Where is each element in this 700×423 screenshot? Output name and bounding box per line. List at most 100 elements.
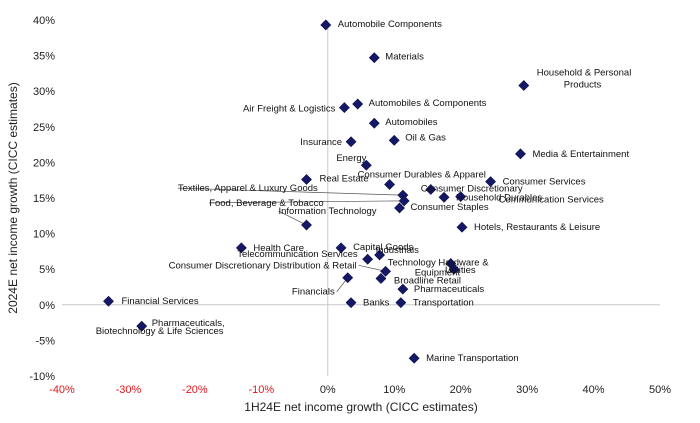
point-label: Media & Entertainment <box>532 149 629 160</box>
y-tick-label: 10% <box>33 229 55 241</box>
data-point <box>103 295 114 307</box>
y-tick-label: 40% <box>33 15 55 27</box>
x-axis-title: 1H24E net income growth (CICC estimates) <box>244 400 477 414</box>
data-point <box>455 191 467 203</box>
data-points <box>103 19 530 364</box>
point-label-line: Household & Personal <box>537 68 632 79</box>
point-label: Broadline Retail <box>394 275 461 286</box>
point-label: Financial Services <box>122 296 199 307</box>
x-tick-label: 10% <box>383 384 405 396</box>
data-point <box>342 272 354 284</box>
x-tick-label: -30% <box>116 384 142 396</box>
point-label-line: Pharmaceuticals, <box>152 318 225 329</box>
x-tick-label: -40% <box>49 384 75 396</box>
point-label: Oil & Gas <box>405 132 446 143</box>
data-point <box>345 136 357 148</box>
data-point <box>301 219 312 231</box>
point-label-line: Equipment <box>415 268 461 279</box>
x-tick-label: 20% <box>450 384 472 396</box>
point-label: Pharmaceuticals <box>414 284 484 295</box>
point-label: Industrials <box>376 245 420 256</box>
point-label: Energy <box>336 153 366 164</box>
point-label: Materials <box>385 52 424 63</box>
point-label: Technology Hardware & Equipment <box>388 258 490 279</box>
data-point <box>235 242 247 254</box>
point-label: Household Durables <box>456 192 542 203</box>
x-tick-label: -10% <box>248 384 274 396</box>
data-point <box>368 117 380 129</box>
y-tick-label: -10% <box>29 371 55 383</box>
point-label: Pharmaceuticals, Biotechnology & Life Sci… <box>96 318 225 337</box>
point-label: Information Technology <box>279 206 377 217</box>
label-connector <box>358 264 386 272</box>
label-connector <box>278 210 307 226</box>
y-axis-title: 2024E net income growth (CICC estimates) <box>6 82 20 313</box>
data-point <box>335 242 347 254</box>
data-point <box>425 184 437 195</box>
point-label-line: Biotechnology & Life Sciences <box>96 326 224 337</box>
label-connector <box>209 200 405 204</box>
data-point <box>375 273 387 284</box>
data-point <box>397 283 409 295</box>
data-point <box>352 98 364 110</box>
point-label: Capital Goods <box>353 242 413 253</box>
data-point <box>136 320 148 332</box>
data-point <box>320 19 332 31</box>
y-tick-label: -5% <box>35 335 55 347</box>
data-point <box>360 159 372 171</box>
point-label: Consumer Staples <box>411 202 489 213</box>
data-point <box>394 202 405 214</box>
point-label: Consumer Services <box>503 177 586 188</box>
y-tick-label: 20% <box>33 157 55 169</box>
point-label: Consumer Durables & Apparel <box>358 169 486 180</box>
point-label: Health Care <box>253 243 304 254</box>
x-tick-label: 40% <box>583 384 605 396</box>
y-tick-label: 0% <box>39 300 55 312</box>
point-label: Communication Services <box>499 195 604 206</box>
data-point <box>384 179 395 190</box>
data-point <box>515 148 526 160</box>
point-label: Textiles, Apparel & Luxury Goods <box>178 183 318 194</box>
y-tick-label: 25% <box>33 122 55 134</box>
point-label: Automobile Components <box>338 19 442 30</box>
point-label: Air Freight & Logistics <box>243 104 336 115</box>
data-point <box>518 80 530 91</box>
y-tick-label: 5% <box>39 264 55 276</box>
data-point <box>456 221 468 233</box>
point-label: Financials <box>292 287 335 298</box>
data-point <box>448 263 460 275</box>
point-label: Consumer Discretionary Distribution & Re… <box>169 260 357 271</box>
y-tick-label: 15% <box>33 193 55 205</box>
point-label: Utilities <box>445 265 476 276</box>
point-label: Telecommunication Services <box>237 249 358 260</box>
point-label: Automobiles <box>385 117 438 128</box>
data-point <box>374 249 386 261</box>
y-tick-label: 35% <box>33 51 55 63</box>
point-label: Consumer Discretionary <box>421 183 523 194</box>
data-point <box>395 297 407 309</box>
label-connector <box>177 187 403 196</box>
data-point <box>301 174 312 185</box>
x-tick-label: -20% <box>182 384 208 396</box>
point-label: Marine Transportation <box>426 353 518 364</box>
data-point <box>380 265 392 277</box>
data-point <box>485 176 496 188</box>
x-tick-label: 0% <box>320 384 336 396</box>
tick-labels: -40% -30% -20% -10% 0% 10% 20% 30% 40% 50% -10% -5%… <box>29 15 671 396</box>
x-tick-label: 30% <box>516 384 538 396</box>
point-label-line: Products <box>564 80 602 91</box>
point-label: Food, Beverage & Tobacco <box>209 198 323 209</box>
point-label: Hotels, Restaurants & Leisure <box>474 222 600 233</box>
point-label: Automobiles & Components <box>369 98 487 109</box>
data-point <box>388 134 400 146</box>
x-tick-label: 50% <box>649 384 671 396</box>
data-point <box>408 352 420 364</box>
data-point <box>338 102 350 114</box>
point-label: Banks <box>363 298 390 309</box>
data-point <box>438 191 450 203</box>
point-label-line: Technology Hardware & <box>388 258 490 269</box>
data-point <box>368 52 380 64</box>
point-label: Real Estate <box>320 173 369 184</box>
point-label: Household & Personal Products <box>537 68 632 91</box>
